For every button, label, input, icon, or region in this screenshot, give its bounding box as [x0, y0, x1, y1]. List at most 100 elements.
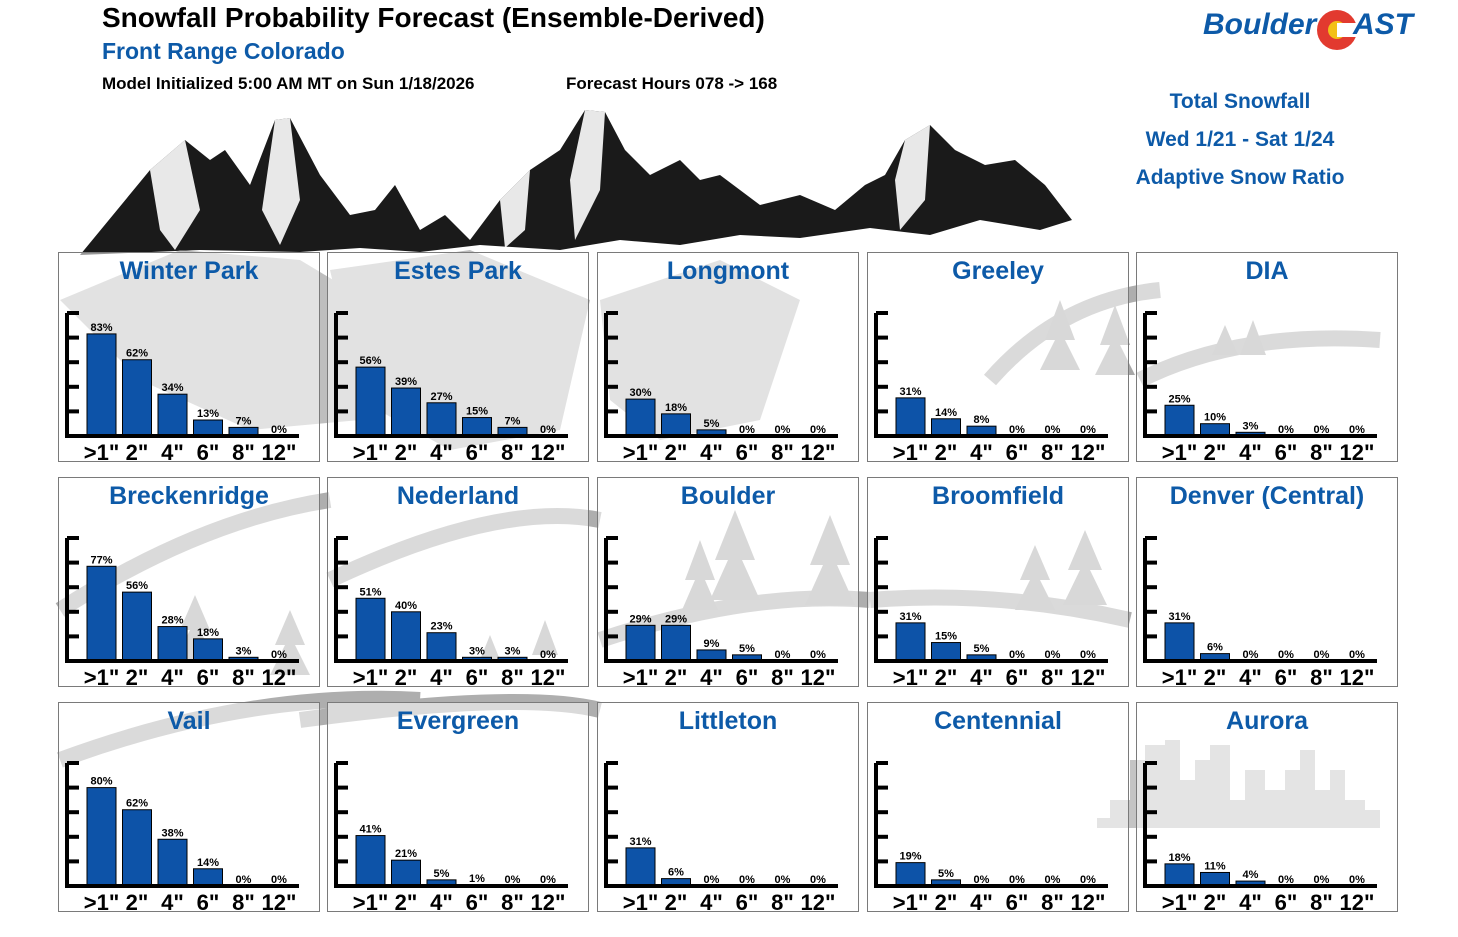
bar-label-5: 0% [271, 424, 287, 436]
x-tick-label-1: 2" [126, 890, 149, 913]
bar-chart: 80% 62% 38% 14% 0% 0% >1" 2" 4" 6" 8" 12" [65, 761, 299, 913]
bar-label-0: 51% [359, 586, 381, 598]
x-tick-label-5: 12" [262, 665, 297, 688]
panel-title: Breckenridge [109, 482, 269, 510]
panel-title: Longmont [666, 257, 790, 285]
bar-label-5: 0% [1080, 424, 1096, 436]
bar-label-1: 21% [395, 848, 417, 860]
bar-label-5: 0% [810, 424, 826, 436]
x-tick-label-3: 6" [736, 665, 759, 688]
bar-label-2: 0% [974, 874, 990, 886]
bar-label-1: 10% [1204, 412, 1226, 424]
bar-label-5: 0% [540, 874, 556, 886]
bar-label-1: 11% [1204, 860, 1226, 872]
x-tick-label-0: >1" [353, 665, 389, 688]
bar-label-1: 39% [395, 376, 417, 388]
x-tick-label-1: 2" [395, 440, 418, 463]
bar-1 [931, 418, 961, 437]
bar-label-0: 41% [359, 824, 381, 836]
x-tick-label-5: 12" [1340, 890, 1375, 913]
bar-1 [122, 591, 152, 662]
x-tick-label-5: 12" [801, 665, 836, 688]
bar-0 [625, 847, 656, 887]
bar-label-5: 0% [540, 424, 556, 436]
x-tick-label-4: 8" [501, 440, 524, 463]
x-tick-label-3: 6" [736, 890, 759, 913]
x-tick-label-4: 8" [501, 890, 524, 913]
x-tick-label-4: 8" [771, 665, 794, 688]
bar-label-5: 0% [271, 874, 287, 886]
x-tick-label-5: 12" [262, 890, 297, 913]
x-tick-label-1: 2" [395, 665, 418, 688]
bar-label-2: 34% [161, 382, 183, 394]
panel-title: Denver (Central) [1169, 482, 1365, 510]
x-tick-label-2: 4" [161, 665, 184, 688]
panel-vail: Vail 80% 62% 38% 14% 0% 0% >1" 2" 4" 6" 8" 12" [58, 702, 320, 913]
bar-label-3: 0% [1009, 649, 1025, 661]
bar-0 [1164, 404, 1195, 437]
bar-label-2: 9% [704, 638, 720, 650]
x-tick-label-3: 6" [1275, 890, 1298, 913]
forecast-hours-text: Forecast Hours 078 -> 168 [566, 74, 778, 93]
bar-label-0: 31% [1168, 611, 1190, 623]
panel-title: Centennial [934, 707, 1062, 735]
bar-0 [86, 787, 117, 887]
x-tick-label-3: 6" [1006, 665, 1029, 688]
bar-label-0: 25% [1168, 393, 1190, 405]
panel-title: Evergreen [396, 707, 520, 735]
bar-1 [391, 387, 421, 437]
x-tick-label-0: >1" [84, 890, 120, 913]
x-tick-label-0: >1" [893, 890, 929, 913]
x-tick-label-3: 6" [197, 440, 220, 463]
bar-label-0: 19% [899, 851, 921, 863]
bar-0 [625, 624, 656, 662]
bar-label-3: 5% [739, 643, 755, 655]
bar-3 [193, 638, 223, 662]
x-tick-label-5: 12" [801, 440, 836, 463]
bar-label-5: 0% [540, 649, 556, 661]
bar-label-3: 14% [197, 857, 219, 869]
bar-label-3: 15% [466, 406, 488, 418]
bar-label-3: 3% [469, 645, 485, 657]
x-tick-label-4: 8" [1041, 890, 1064, 913]
x-tick-label-3: 6" [1275, 665, 1298, 688]
bar-label-3: 0% [739, 874, 755, 886]
x-tick-label-0: >1" [623, 890, 659, 913]
bar-chart: 77% 56% 28% 18% 3% 0% >1" 2" 4" 6" 8" 12" [65, 536, 299, 688]
panel-title: Greeley [952, 257, 1044, 285]
bar-label-4: 0% [775, 424, 791, 436]
bar-0 [895, 397, 926, 437]
x-tick-label-3: 6" [736, 440, 759, 463]
bar-label-0: 56% [359, 355, 381, 367]
panel-evergreen: Evergreen 41% 21% 5% 1% 0% 0% >1" 2" 4" 6" 8" 12" [327, 702, 589, 913]
bar-1 [122, 809, 152, 887]
bar-2 [157, 626, 188, 662]
panel-title: Aurora [1226, 707, 1308, 735]
bar-label-0: 31% [629, 836, 651, 848]
bar-label-4: 0% [1045, 874, 1061, 886]
x-tick-label-5: 12" [1071, 665, 1106, 688]
bar-label-4: 0% [775, 874, 791, 886]
bar-label-3: 0% [1278, 874, 1294, 886]
bar-label-4: 3% [236, 645, 252, 657]
panel-title: Broomfield [932, 482, 1064, 510]
bar-label-2: 5% [704, 418, 720, 430]
x-tick-label-2: 4" [430, 440, 453, 463]
bar-chart: 19% 5% 0% 0% 0% 0% >1" 2" 4" 6" 8" 12" [874, 761, 1108, 913]
x-tick-label-0: >1" [1162, 890, 1198, 913]
bar-0 [355, 366, 386, 437]
colorado-c-logo-icon [1317, 10, 1357, 50]
bar-1 [1200, 871, 1230, 887]
x-tick-label-3: 6" [197, 890, 220, 913]
bar-label-5: 0% [1349, 424, 1365, 436]
bar-label-2: 8% [974, 414, 990, 426]
x-tick-label-3: 6" [466, 890, 489, 913]
x-tick-label-1: 2" [665, 665, 688, 688]
x-tick-label-5: 12" [1071, 440, 1106, 463]
bar-label-2: 23% [430, 621, 452, 633]
bar-chart: 41% 21% 5% 1% 0% 0% >1" 2" 4" 6" 8" 12" [334, 761, 568, 913]
bar-label-0: 80% [90, 776, 112, 788]
bar-label-0: 31% [899, 611, 921, 623]
bar-label-3: 0% [1278, 649, 1294, 661]
bar-1 [661, 624, 691, 662]
